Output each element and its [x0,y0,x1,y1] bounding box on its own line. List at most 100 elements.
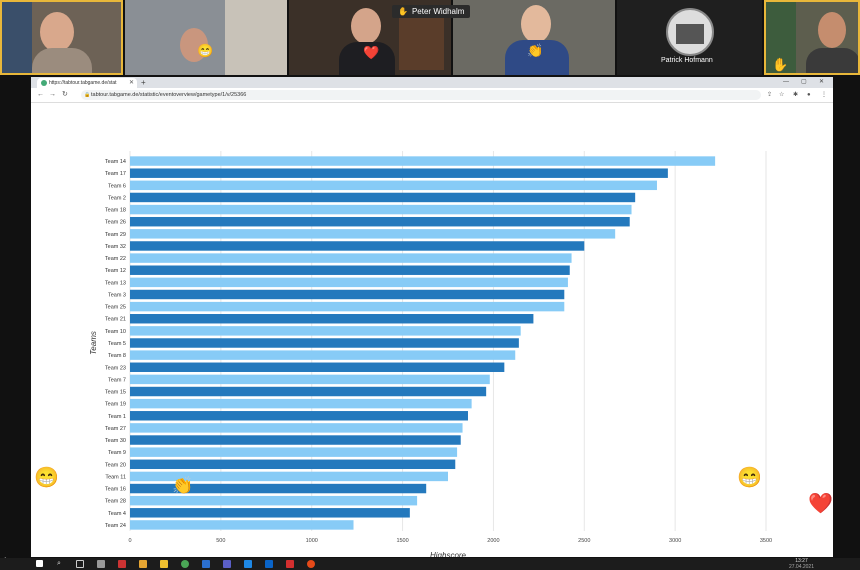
bar [130,483,427,494]
bar [130,241,585,251]
app-icon[interactable] [97,560,105,568]
y-tick-label: Team 13 [105,280,126,286]
forward-arrow-icon[interactable]: → [49,91,56,98]
participant-name: Patrick Hofmann [661,57,713,64]
bar [130,338,519,348]
minimize-button[interactable]: — [783,79,789,85]
bar [130,326,521,336]
extensions-icon[interactable]: ✱ [793,92,799,98]
app-icon[interactable] [118,560,126,568]
speaker-name-tag: ✋ Peter Widhalm [392,5,471,18]
bar [130,301,565,312]
y-tick-label: Team 7 [108,377,126,383]
participant-tile-2[interactable]: 😁 [125,0,287,75]
bar [130,447,458,457]
y-tick-label: Team 27 [105,426,126,432]
y-axis-label: Teams [89,331,98,355]
x-tick-label: 0 [128,538,131,544]
back-arrow-icon[interactable]: ← [37,91,44,98]
y-tick-label: Team 9 [108,450,126,456]
y-tick-label: Team 19 [105,402,126,408]
app-icon[interactable] [307,560,315,568]
share-icon[interactable]: ⇪ [767,92,773,98]
chrome-icon[interactable] [181,560,189,568]
y-tick-label: Team 8 [108,353,126,359]
task-view-icon[interactable] [76,560,84,568]
browser-window: https://tabtour.tabgame.de/stat ✕ + — ▢ … [31,77,833,560]
clap-reaction-icon: 👏 [172,476,194,495]
app-icon[interactable] [244,560,252,568]
participant-video [818,12,846,48]
y-tick-label: Team 16 [105,487,126,493]
outlook-icon[interactable] [265,560,273,568]
y-tick-label: Team 21 [105,317,126,323]
y-tick-label: Team 12 [105,268,126,274]
bar [130,398,472,409]
highscore-chart: 0 500 1000 1500 2000 2500 3000 3500 Team 14 Team … [89,151,772,560]
x-tick-label: 3500 [760,538,772,544]
browser-tab[interactable]: https://tabtour.tabgame.de/stat ✕ [37,78,137,88]
participant-video [351,8,381,44]
bar [130,350,516,360]
participant-video [521,5,551,43]
heart-reaction-icon: ❤️ [808,493,833,515]
bar [130,508,410,518]
browser-toolbar: ← → ↻ 🔒 tabtour.tabgame.de/statistic/eve… [31,88,833,103]
maximize-button[interactable]: ▢ [801,79,807,85]
bar [130,168,668,178]
reaction-icon: 😁 [197,43,214,58]
y-tick-label: Team 6 [108,183,126,189]
x-tick-label: 2500 [578,538,590,544]
bar [130,229,616,239]
bar [130,253,572,263]
address-bar[interactable]: 🔒 tabtour.tabgame.de/statistic/eventover… [81,90,761,100]
y-tick-label: Team 10 [105,329,126,335]
bar [130,411,468,421]
bookmark-star-icon[interactable]: ☆ [779,92,785,98]
close-window-button[interactable]: ✕ [819,79,825,85]
reload-icon[interactable]: ↻ [62,91,68,98]
bar [130,314,534,324]
reaction-icon: 👏 [527,43,544,58]
y-tick-label: Team 20 [105,462,126,468]
bar [130,192,636,203]
bar [130,204,632,215]
y-tick-label: Team 11 [105,474,126,480]
bar [130,289,565,300]
system-clock[interactable]: 13:27 27.04.2021 [788,558,814,570]
close-tab-icon[interactable]: ✕ [128,80,134,86]
participant-tile-5[interactable]: Patrick Hofmann [617,0,762,75]
new-tab-button[interactable]: + [141,78,146,87]
y-tick-label: Team 29 [105,232,126,238]
search-icon[interactable]: ⌕ [57,560,61,567]
y-tick-label: Team 23 [105,365,126,371]
y-tick-label: Team 2 [108,195,126,201]
menu-icon[interactable]: ⋮ [821,92,827,98]
bar [130,423,463,433]
app-icon[interactable] [160,560,168,568]
bar [130,495,418,506]
x-tick-label: 2000 [487,538,499,544]
y-tick-label: Team 1 [108,414,126,420]
bar [130,386,487,397]
acrobat-icon[interactable] [286,560,294,568]
app-icon[interactable] [202,560,210,568]
bar [130,471,448,482]
profile-icon[interactable]: ● [807,92,811,98]
bar [130,362,505,372]
y-tick-label: Team 4 [108,511,126,517]
tab-bar: https://tabtour.tabgame.de/stat ✕ + — ▢ … [31,77,833,88]
participant-tile-6[interactable]: ✋ [764,0,860,75]
x-tick-label: 1500 [396,538,408,544]
y-tick-label: Team 15 [105,390,126,396]
participant-tile-4[interactable]: 👏 [453,0,615,75]
teams-icon[interactable] [223,560,231,568]
bar [130,180,657,191]
y-tick-label: Team 3 [108,292,126,298]
app-icon[interactable] [139,560,147,568]
participant-tile-1[interactable] [0,0,123,75]
avatar [666,8,714,56]
y-tick-label: Team 5 [108,341,126,347]
start-icon[interactable] [36,560,43,567]
lock-icon: 🔒 [84,92,91,98]
